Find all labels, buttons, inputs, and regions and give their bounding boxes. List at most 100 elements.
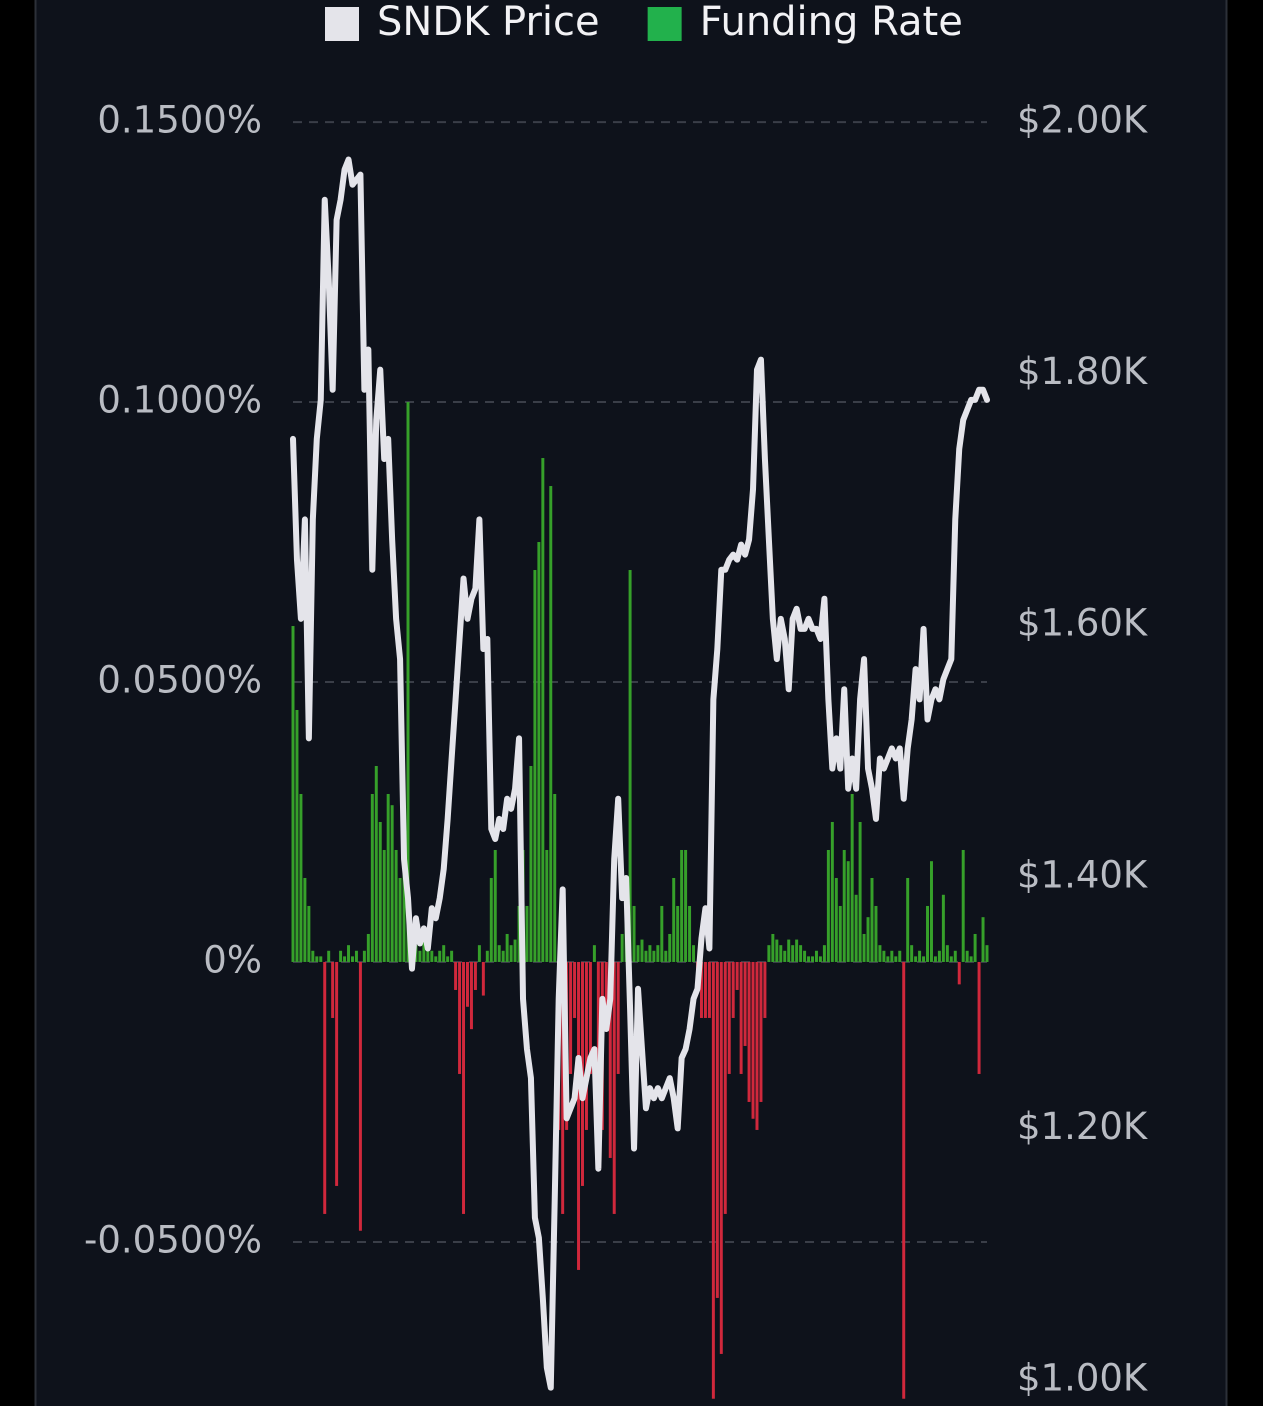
bar [902, 961, 906, 1399]
bar [735, 961, 739, 990]
bar [680, 849, 684, 962]
bar [644, 950, 648, 962]
bar [660, 905, 664, 962]
bar [684, 849, 688, 962]
bar [791, 945, 795, 962]
bar [842, 849, 846, 962]
bar [577, 961, 581, 1270]
bar [763, 961, 767, 1018]
bar [311, 950, 315, 962]
bar [941, 894, 945, 962]
bar [513, 939, 517, 962]
bar [588, 961, 592, 1074]
bar [969, 956, 973, 962]
bar [652, 950, 656, 962]
bar [929, 861, 933, 962]
y2-tick-label: $1.60K [1017, 602, 1149, 645]
bar [608, 961, 612, 1158]
bar [354, 950, 358, 962]
bars [291, 402, 989, 1399]
bar [807, 956, 811, 962]
bar [858, 821, 862, 962]
bar [957, 961, 961, 985]
bar [676, 905, 680, 962]
bar [850, 793, 854, 962]
bar [830, 821, 834, 962]
price-line [290, 156, 990, 1391]
bar [799, 945, 803, 962]
bar [747, 961, 751, 1102]
bar [834, 877, 838, 962]
bar [398, 877, 402, 962]
bar [569, 961, 573, 1074]
bar [711, 961, 715, 1399]
bar [949, 956, 953, 962]
legend-swatch [647, 7, 682, 41]
bar [497, 945, 501, 962]
bar [561, 961, 565, 1214]
bar [981, 917, 985, 962]
bar [795, 939, 799, 962]
bar [537, 542, 541, 962]
bar [906, 877, 910, 962]
bar [783, 950, 787, 962]
legend-swatch [325, 7, 359, 41]
bar [965, 950, 969, 962]
bar [418, 950, 422, 962]
bar [466, 961, 469, 1007]
bar [339, 950, 343, 962]
bar [533, 570, 537, 962]
bar [775, 939, 779, 962]
bar [315, 956, 319, 962]
bar [291, 626, 295, 962]
bar [394, 849, 398, 962]
bar [493, 849, 497, 962]
y2-tick-label: $1.20K [1017, 1105, 1149, 1148]
bar [430, 950, 434, 962]
bar [787, 939, 791, 962]
bar [335, 961, 339, 1186]
bar [343, 956, 347, 962]
bar [434, 956, 438, 962]
bar [549, 486, 553, 962]
bar [358, 961, 362, 1231]
bar [985, 945, 989, 962]
bar [501, 950, 505, 962]
bar [846, 861, 850, 962]
bar [462, 961, 466, 1214]
bar [604, 961, 608, 1018]
bar [779, 945, 783, 962]
bar [822, 945, 826, 962]
bar [438, 950, 442, 962]
bar [489, 877, 493, 962]
bar [592, 945, 596, 962]
bar [299, 793, 303, 962]
bar [723, 961, 727, 1214]
bar [422, 939, 426, 962]
bar [347, 945, 351, 962]
bar [295, 709, 299, 962]
bar [703, 961, 707, 1018]
bar [620, 933, 624, 962]
bar [454, 961, 458, 990]
bar [688, 905, 692, 962]
bar [525, 905, 529, 962]
bar [699, 961, 703, 1018]
y-tick-label: 0.1500% [97, 99, 262, 142]
bar [719, 961, 723, 1354]
bar [854, 894, 858, 962]
bar [648, 945, 652, 962]
bar [826, 849, 830, 962]
bar [922, 956, 926, 962]
bar [771, 933, 775, 962]
bar [755, 961, 759, 1130]
bar [715, 961, 719, 1298]
bar [426, 945, 430, 962]
bar [442, 945, 446, 962]
bar [759, 961, 763, 1102]
bar [672, 877, 676, 962]
y2-tick-label: $2.00K [1017, 98, 1149, 141]
bar [977, 961, 981, 1074]
bar [529, 765, 533, 962]
